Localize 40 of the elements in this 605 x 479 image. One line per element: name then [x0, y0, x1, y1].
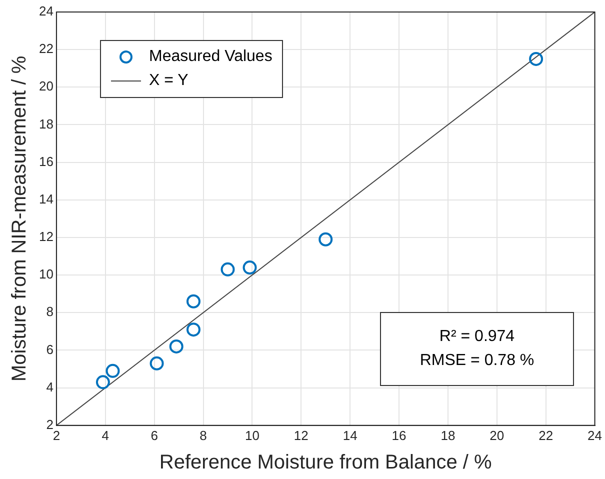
point	[186, 294, 200, 308]
x-tick-label: 14	[342, 428, 358, 443]
annotation: RMSE = 0.78 %	[418, 352, 536, 370]
point	[106, 364, 120, 378]
point	[169, 339, 184, 354]
x-tick-label: 6	[150, 428, 158, 443]
x-tick-label: 22	[538, 428, 554, 443]
x-axis-title: Reference Moisture from Balance / %	[159, 452, 492, 474]
x-tick-label: 4	[102, 428, 110, 443]
x-tick-label: 8	[200, 428, 207, 443]
point	[96, 375, 110, 390]
point	[242, 260, 257, 275]
point	[318, 232, 333, 246]
point	[150, 356, 164, 370]
y-tick-label: 14	[38, 191, 54, 206]
y-tick-label: 8	[46, 304, 54, 320]
y-tick-label: 22	[38, 41, 54, 56]
x-tick-label: 20	[490, 428, 504, 443]
point	[220, 262, 235, 276]
x-tick-label: 12	[294, 428, 308, 443]
x-tick-label: 18	[440, 428, 456, 443]
y-tick-label: 12	[38, 229, 54, 244]
y-tick-label: 20	[38, 78, 54, 94]
y-tick-label: 2	[46, 416, 54, 432]
y-tick-label: 6	[46, 342, 54, 357]
y-axis-title: Moisture from NIR-measurement / %	[8, 56, 31, 382]
y-tick-label: 10	[38, 266, 54, 282]
x-tick-label: 16	[392, 428, 406, 443]
y-tick-label: 4	[46, 379, 54, 394]
legend-label: Measured Values	[149, 48, 272, 66]
legend-label: X = Y	[149, 72, 188, 90]
y-tick-label: 24	[38, 4, 54, 19]
x-tick-label: 10	[244, 428, 260, 443]
point	[529, 52, 544, 66]
x-tick-label: 24	[588, 428, 602, 443]
y-tick-label: 18	[38, 116, 54, 132]
text-box: R² = 0.974 RMSE = 0.78 %	[380, 312, 574, 386]
y-tick-label: 16	[38, 154, 54, 169]
annotation: R² = 0.974	[438, 328, 516, 346]
point	[186, 322, 200, 337]
